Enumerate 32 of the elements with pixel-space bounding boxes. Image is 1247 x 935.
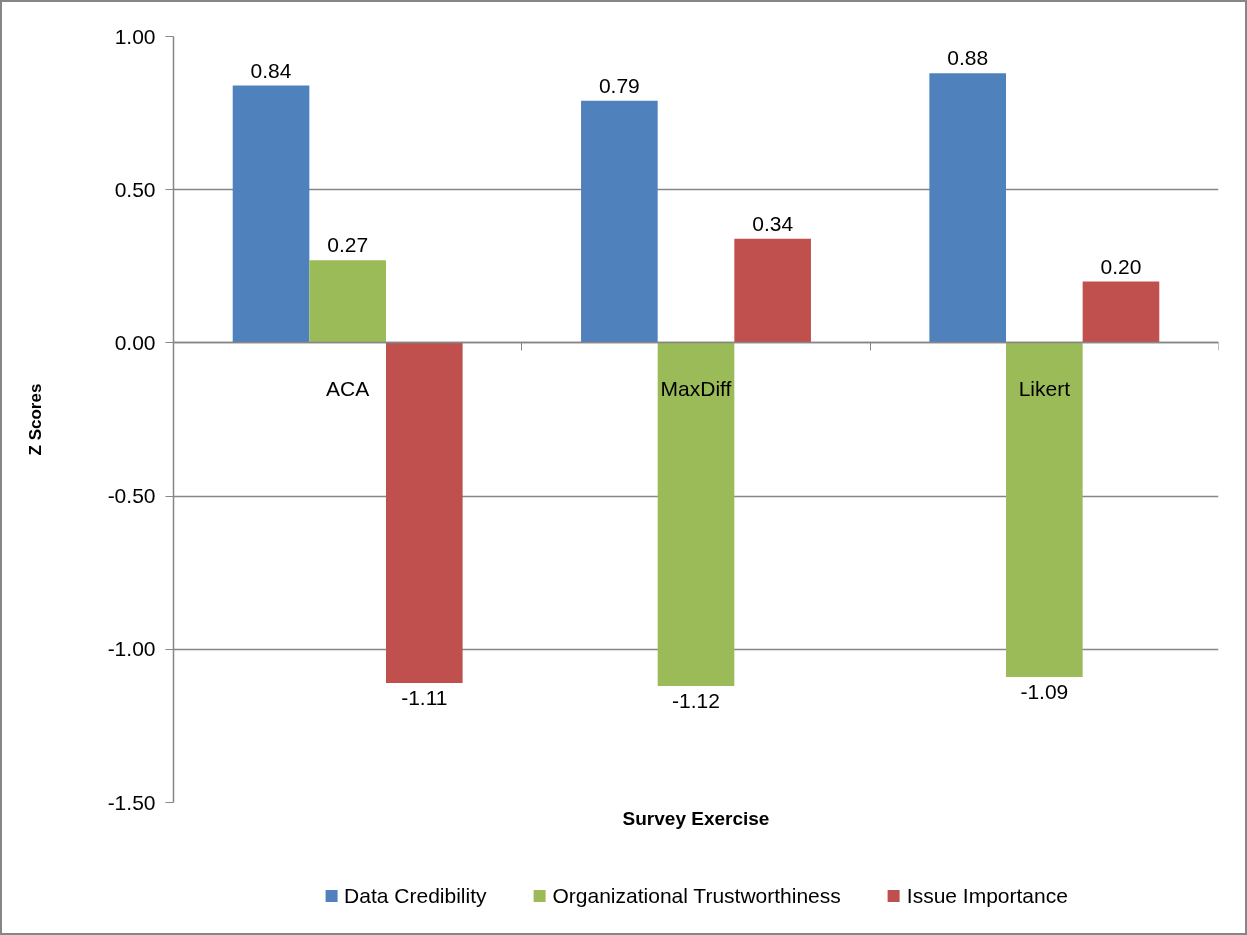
bar (309, 260, 386, 343)
y-tick-label: 0.00 (114, 330, 156, 354)
y-tick-label: -0.50 (107, 484, 156, 508)
data-label: -1.09 (1020, 679, 1069, 703)
bar (929, 73, 1007, 343)
data-label: 0.20 (1100, 254, 1142, 278)
bar (734, 238, 811, 343)
data-label: 0.27 (327, 233, 369, 257)
bar (232, 85, 310, 343)
bar (657, 342, 735, 687)
y-tick-label: -1.00 (107, 637, 156, 661)
data-label: 0.34 (752, 211, 794, 235)
bar (581, 100, 658, 343)
bar (1006, 342, 1083, 677)
x-axis-title: Survey Exercise (622, 807, 770, 829)
data-label: 0.84 (250, 58, 292, 82)
x-tick-label: ACA (326, 376, 370, 400)
legend-label: Data Credibility (344, 883, 487, 908)
legend-label: Organizational Trustworthiness (552, 883, 841, 908)
x-tick-label: MaxDiff (660, 376, 732, 400)
y-axis-title: Z Scores (25, 383, 45, 456)
bar (1082, 281, 1160, 343)
data-label: 0.88 (947, 46, 989, 70)
y-tick-label: 1.00 (114, 24, 156, 48)
bar (385, 342, 463, 683)
data-label: 0.79 (598, 73, 640, 97)
data-label: -1.12 (672, 689, 720, 713)
y-tick-label: 0.50 (114, 177, 156, 201)
data-label: -1.11 (401, 686, 448, 709)
legend-label: Issue Importance (906, 883, 1068, 908)
x-tick-label: Likert (1018, 376, 1071, 400)
y-tick-label: -1.50 (107, 790, 156, 814)
